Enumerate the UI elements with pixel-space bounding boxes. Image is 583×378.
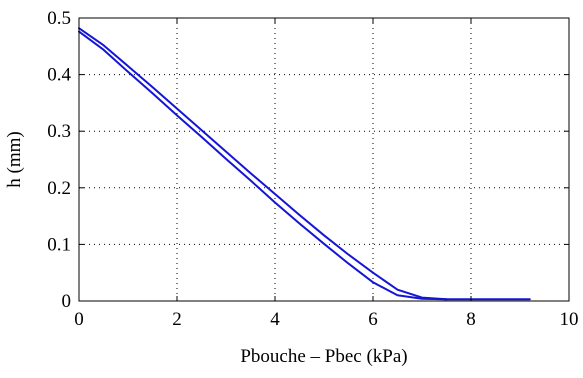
y-axis-label: h (mm) <box>4 131 25 187</box>
plot-frame <box>78 17 570 302</box>
y-tick-label: 0.4 <box>47 65 71 86</box>
y-tick-label: 0.5 <box>47 8 71 29</box>
x-tick-label: 0 <box>74 309 84 330</box>
series-line <box>78 30 448 301</box>
y-tick-label: 0 <box>62 291 72 312</box>
y-tick-label: 0.3 <box>47 121 71 142</box>
grid-lines <box>79 18 569 301</box>
y-tick-label: 0.2 <box>47 178 71 199</box>
x-tick-label: 4 <box>270 309 280 330</box>
series-line <box>78 27 531 301</box>
x-tick-label: 10 <box>560 309 579 330</box>
x-tick-label: 6 <box>368 309 378 330</box>
plot-series <box>78 27 531 301</box>
tick-labels: 0 2 4 6 8 10 0 0.1 0.2 0.3 0.4 0.5 <box>47 8 578 330</box>
x-tick-label: 2 <box>172 309 182 330</box>
y-tick-label: 0.1 <box>47 234 71 255</box>
x-axis-label: Pbouche – Pbec (kPa) <box>240 346 407 367</box>
x-tick-label: 8 <box>466 309 476 330</box>
axis-ticks <box>78 17 570 302</box>
